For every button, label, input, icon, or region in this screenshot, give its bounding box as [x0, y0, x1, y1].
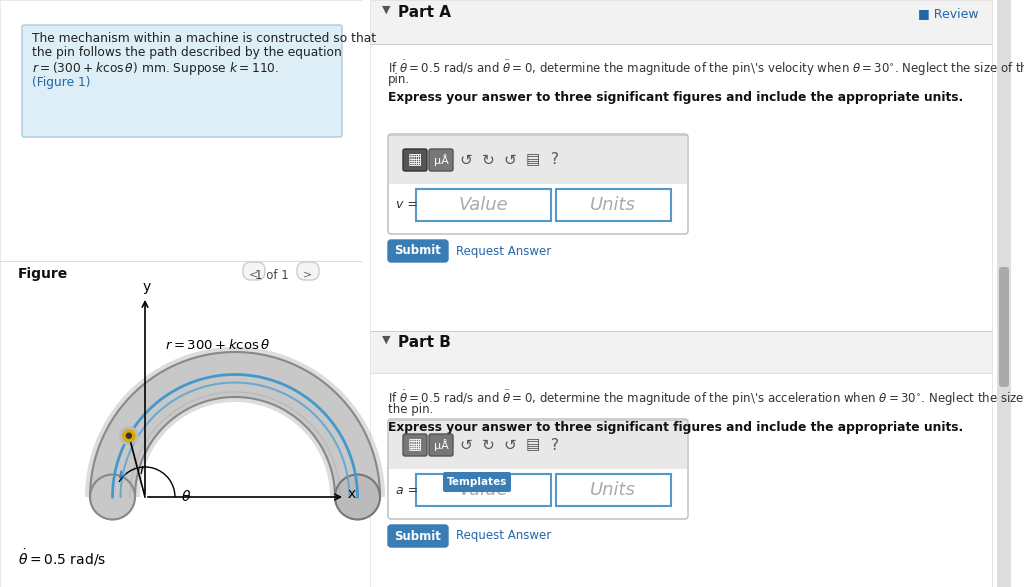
Text: μÅ: μÅ — [433, 154, 449, 166]
FancyBboxPatch shape — [388, 525, 449, 547]
Text: Express your answer to three significant figures and include the appropriate uni: Express your answer to three significant… — [388, 421, 964, 434]
Text: ▤: ▤ — [525, 153, 541, 167]
Circle shape — [90, 474, 135, 519]
Text: 1 of 1: 1 of 1 — [255, 269, 289, 282]
FancyBboxPatch shape — [429, 434, 453, 456]
Text: <: < — [250, 269, 259, 279]
Text: $\dot{\theta} = 0.5$ rad/s: $\dot{\theta} = 0.5$ rad/s — [18, 548, 106, 568]
FancyBboxPatch shape — [388, 419, 688, 519]
Text: Value: Value — [458, 481, 508, 499]
Text: Units: Units — [590, 481, 636, 499]
Bar — [389, 135, 687, 136]
Bar — [370, 0, 992, 44]
Text: Express your answer to three significant figures and include the appropriate uni: Express your answer to three significant… — [388, 91, 964, 104]
FancyBboxPatch shape — [297, 262, 319, 280]
FancyBboxPatch shape — [999, 267, 1009, 387]
Text: Submit: Submit — [394, 529, 441, 542]
Text: Templates: Templates — [446, 477, 507, 487]
Polygon shape — [85, 347, 385, 497]
Text: ↺: ↺ — [460, 153, 472, 167]
Text: ▦: ▦ — [408, 437, 422, 453]
Text: pin.: pin. — [388, 73, 411, 86]
Bar — [389, 420, 687, 469]
Text: the pin follows the path described by the equation: the pin follows the path described by th… — [32, 46, 342, 59]
Bar — [997, 0, 1011, 587]
Text: v =: v = — [396, 198, 418, 211]
Text: ?: ? — [551, 437, 559, 453]
Text: Figure: Figure — [18, 267, 69, 281]
Text: x: x — [348, 487, 356, 501]
Bar — [370, 373, 992, 587]
Bar — [416, 189, 551, 221]
FancyBboxPatch shape — [403, 434, 427, 456]
Bar — [370, 44, 992, 45]
Text: r: r — [140, 463, 145, 477]
Bar — [556, 474, 671, 506]
Bar — [370, 331, 992, 332]
Text: ■ Review: ■ Review — [918, 7, 979, 20]
Text: ▤: ▤ — [525, 437, 541, 453]
Text: Request Answer: Request Answer — [456, 529, 551, 542]
Text: Part B: Part B — [398, 335, 451, 350]
Circle shape — [126, 433, 131, 438]
Text: y: y — [143, 280, 152, 294]
Text: Part A: Part A — [398, 5, 451, 20]
Bar — [0, 0, 362, 587]
Circle shape — [335, 474, 380, 519]
Text: ↻: ↻ — [481, 153, 495, 167]
FancyBboxPatch shape — [429, 149, 453, 171]
Bar — [370, 331, 992, 373]
Text: $r = 300 + k\cos\theta$: $r = 300 + k\cos\theta$ — [165, 338, 270, 352]
Text: ↺: ↺ — [460, 437, 472, 453]
Bar — [0, 261, 362, 262]
Text: ↺: ↺ — [504, 437, 516, 453]
Text: the pin.: the pin. — [388, 403, 433, 416]
Text: $\theta$: $\theta$ — [181, 489, 191, 504]
FancyBboxPatch shape — [388, 134, 688, 234]
Circle shape — [120, 427, 138, 445]
Text: μÅ: μÅ — [433, 439, 449, 451]
Text: ▼: ▼ — [382, 5, 390, 15]
Bar — [362, 0, 997, 587]
Bar — [389, 420, 687, 421]
Text: Value: Value — [458, 196, 508, 214]
Text: If $\dot{\theta} = 0.5$ rad/s and $\ddot{\theta} = 0$, determine the magnitude o: If $\dot{\theta} = 0.5$ rad/s and $\ddot… — [388, 59, 1024, 79]
FancyBboxPatch shape — [403, 149, 427, 171]
Text: If $\dot{\theta} = 0.5$ rad/s and $\ddot{\theta} = 0$, determine the magnitude o: If $\dot{\theta} = 0.5$ rad/s and $\ddot… — [388, 389, 1024, 409]
FancyBboxPatch shape — [388, 240, 449, 262]
Text: Request Answer: Request Answer — [456, 245, 551, 258]
Text: a =: a = — [396, 484, 418, 497]
Text: >: > — [303, 269, 312, 279]
Bar — [416, 474, 551, 506]
Text: (Figure 1): (Figure 1) — [32, 76, 90, 89]
Bar — [370, 44, 992, 332]
Bar — [389, 135, 687, 184]
Text: ▦: ▦ — [408, 153, 422, 167]
Text: ↻: ↻ — [481, 437, 495, 453]
Text: Submit: Submit — [394, 245, 441, 258]
Bar — [556, 189, 671, 221]
FancyBboxPatch shape — [443, 472, 511, 492]
FancyBboxPatch shape — [22, 25, 342, 137]
Text: The mechanism within a machine is constructed so that: The mechanism within a machine is constr… — [32, 32, 376, 45]
FancyBboxPatch shape — [243, 262, 265, 280]
Polygon shape — [90, 352, 380, 497]
Text: ↺: ↺ — [504, 153, 516, 167]
Text: ?: ? — [551, 153, 559, 167]
Text: $r = (300 + k\cos\theta)$ mm. Suppose $k = 110$.: $r = (300 + k\cos\theta)$ mm. Suppose $k… — [32, 60, 280, 77]
Text: ▼: ▼ — [382, 335, 390, 345]
Circle shape — [123, 430, 135, 442]
Text: Units: Units — [590, 196, 636, 214]
